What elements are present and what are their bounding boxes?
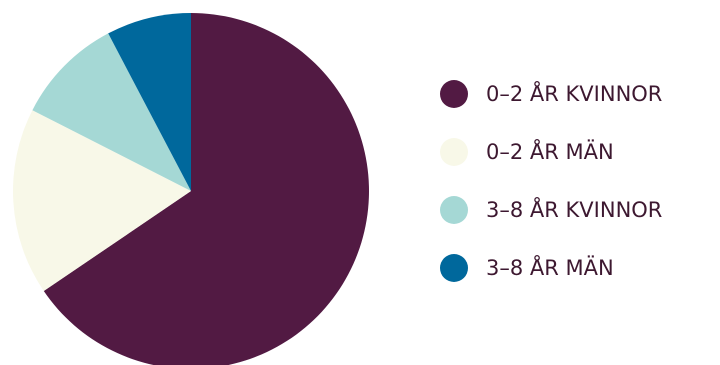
legend: 0–2 ÅR KVINNOR 0–2 ÅR MÄN 3–8 ÅR KVINNOR 3–… xyxy=(440,80,662,282)
pie-slice-0-2-ar-kvinnor xyxy=(43,13,369,365)
legend-swatch xyxy=(440,254,468,282)
legend-label: 3–8 ÅR MÄN xyxy=(486,254,614,280)
legend-label: 0–2 ÅR MÄN xyxy=(486,138,614,164)
legend-label: 3–8 ÅR KVINNOR xyxy=(486,196,662,222)
pie-slice-0-2-ar-man xyxy=(13,110,192,292)
legend-item-0-2-ar-kvinnor: 0–2 ÅR KVINNOR xyxy=(440,80,662,108)
legend-swatch xyxy=(440,138,468,166)
pie-slices xyxy=(13,13,369,365)
pie-slice-3-8-ar-man xyxy=(108,13,191,191)
legend-item-3-8-ar-kvinnor: 3–8 ÅR KVINNOR xyxy=(440,196,662,224)
legend-label: 0–2 ÅR KVINNOR xyxy=(486,80,662,106)
pie-slice-3-8-ar-kvinnor xyxy=(32,33,192,192)
legend-swatch xyxy=(440,80,468,108)
legend-swatch xyxy=(440,196,468,224)
legend-item-3-8-ar-man: 3–8 ÅR MÄN xyxy=(440,254,614,282)
legend-item-0-2-ar-man: 0–2 ÅR MÄN xyxy=(440,138,614,166)
